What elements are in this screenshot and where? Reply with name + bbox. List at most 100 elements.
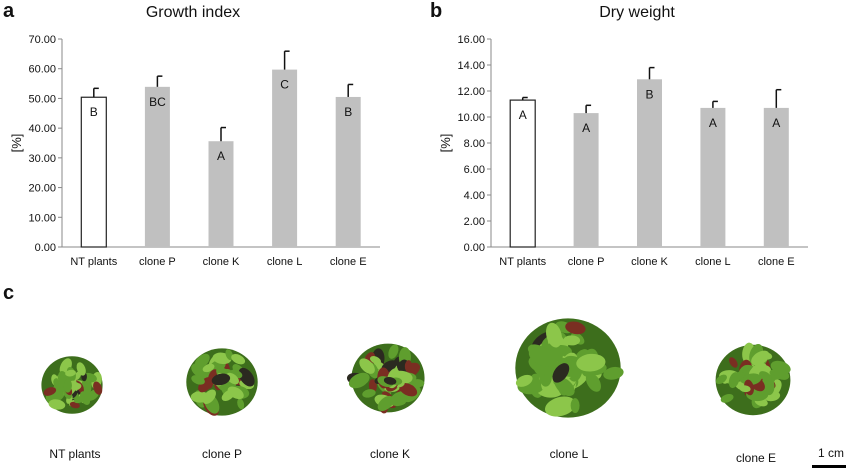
dryweight-letter-clone-l: A [709, 116, 717, 130]
dryweight-ytick-label-0: 0.00 [464, 242, 485, 254]
dryweight-ytick-label-5: 10.00 [457, 112, 485, 124]
photo-clone-e-leaf-46 [715, 374, 727, 385]
scale-bar [812, 465, 846, 468]
dryweight-xtick-clone-e: clone E [758, 256, 795, 268]
growth-xtick-clone-l: clone L [267, 256, 302, 268]
photo-clone-k [346, 343, 425, 414]
photo-clone-k-leaf-50 [370, 356, 381, 365]
photo-clone-l-leaf-26 [563, 335, 581, 346]
photo-clone-k-leaf-58 [390, 395, 407, 407]
photo-clone-k-leaf-47 [348, 372, 370, 389]
photo-clone-p-leaf-55 [237, 398, 245, 410]
photo-nt-plants-leaf-35 [93, 381, 103, 395]
photo-clone-p-leaf-57 [221, 389, 235, 402]
dryweight-ytick-label-8: 16.00 [457, 34, 485, 46]
photo-clone-e-leaf-27 [729, 357, 738, 368]
photo-clone-p-leaf-43 [202, 363, 215, 373]
growth-ytick-label-7: 70.00 [28, 34, 56, 46]
photo-clone-e-leaf-58 [732, 371, 745, 381]
dryweight-ytick-label-7: 14.00 [457, 60, 485, 72]
growth-ytick-label-5: 50.00 [28, 93, 56, 105]
photo-clone-l-leaf-69 [528, 346, 558, 367]
photo-clone-l-leaf-59 [546, 322, 562, 348]
photo-label-clone-k: clone K [369, 447, 411, 461]
photo-nt-plants-leaf-53 [48, 399, 66, 410]
photo-clone-p-leaf-36 [225, 349, 234, 361]
growth-letter-clone-p: BC [149, 95, 166, 109]
photo-clone-k-leaf-20 [368, 379, 377, 393]
photo-clone-p-leaf-41 [231, 354, 246, 365]
growth-xtick-clone-e: clone E [330, 256, 367, 268]
photo-nt-plants-leaf-49 [76, 362, 86, 376]
photo-nt-plants-leaf-45 [79, 391, 91, 405]
photo-clone-l [515, 318, 624, 418]
dryweight-ytick-label-6: 12.00 [457, 86, 485, 98]
photo-clone-l-leaf-35 [603, 366, 624, 380]
growth-bar-clone-k [208, 141, 234, 247]
photo-clone-k-leaf-37 [411, 379, 425, 388]
photo-clone-p-leaf-58 [211, 373, 231, 386]
photo-clone-e-leaf-42 [772, 367, 790, 380]
dryweight-letter-clone-k: B [645, 87, 653, 101]
dryweight-letter-nt-plants: A [519, 108, 527, 122]
growth-letter-nt-plants: B [90, 105, 98, 119]
growth-xtick-clone-k: clone K [203, 256, 240, 268]
photo-clone-k-leaf-40 [399, 382, 418, 397]
growth-ytick-label-2: 20.00 [28, 183, 56, 195]
dryweight-xtick-clone-p: clone P [568, 256, 605, 268]
photo-clone-e-leaf-49 [751, 350, 770, 366]
photo-clone-k-leaf-57 [383, 376, 397, 385]
photo-clone-k-leaf-5 [388, 344, 399, 359]
dryweight-bar-nt-plants [509, 99, 536, 248]
photo-label-nt-plants: NT plants [49, 447, 101, 461]
photo-clone-e-leaf-59 [739, 385, 751, 393]
photo-clone-l-leaf-52 [515, 374, 533, 387]
photo-clone-k-leaf-48 [404, 360, 413, 373]
photo-label-clone-p: clone P [201, 447, 243, 461]
growth-title: Growth index [146, 4, 240, 21]
dryweight-bar-clone-k [637, 79, 662, 247]
growth-ytick-label-1: 10.00 [28, 212, 56, 224]
growth-bar-clone-p [144, 86, 170, 247]
photo-clone-p-leaf-52 [191, 375, 205, 385]
dryweight-ytick-label-4: 8.00 [464, 138, 485, 150]
scale-bar-label: 1 cm [818, 446, 845, 460]
photo-label-clone-e: clone E [735, 451, 777, 465]
panel-letter-c: c [3, 282, 15, 304]
growth-xtick-nt-plants: NT plants [70, 256, 117, 268]
growth-ytick-label-4: 40.00 [28, 123, 56, 135]
dryweight-ytick-label-1: 2.00 [464, 216, 485, 228]
dryweight-xtick-clone-l: clone L [695, 256, 730, 268]
panel-letter-b: b [430, 0, 443, 22]
dryweight-bar-clone-l [700, 107, 726, 248]
photo-nt-plants [41, 356, 103, 414]
photo-nt-plants-leaf-23 [85, 380, 92, 390]
growth-bar-nt-plants [80, 96, 107, 248]
photo-nt-plants-leaf-19 [69, 401, 80, 409]
photo-clone-l-leaf-28 [570, 398, 580, 414]
photo-clone-e-leaf-53 [759, 371, 772, 381]
dryweight-letter-clone-p: A [582, 121, 590, 135]
growth-letter-clone-k: A [217, 149, 225, 163]
photo-clone-e [715, 342, 791, 416]
photo-clone-l-leaf-68 [552, 363, 570, 383]
panel-letter-a: a [3, 0, 15, 22]
dryweight-xtick-clone-k: clone K [631, 256, 668, 268]
growth-xtick-clone-p: clone P [139, 256, 176, 268]
photo-clone-l-leaf-65 [565, 321, 586, 335]
photo-clone-p-leaf-59 [194, 353, 210, 369]
photo-clone-k-leaf-51 [362, 389, 376, 398]
photo-nt-plants-leaf-50 [69, 382, 82, 391]
dryweight-ytick-label-3: 6.00 [464, 164, 485, 176]
photo-clone-k-leaf-49 [377, 395, 394, 411]
photo-clone-l-leaf-24 [544, 396, 576, 417]
photo-clone-p-leaf-18 [238, 367, 255, 387]
dryweight-xtick-nt-plants: NT plants [499, 256, 546, 268]
photo-clone-l-leaf-54 [585, 372, 601, 392]
growth-bar-clone-e [335, 96, 361, 247]
growth-ytick-label-0: 0.00 [35, 242, 56, 254]
photo-clone-e-leaf-15 [720, 393, 734, 403]
growth-ylabel: [%] [9, 134, 24, 153]
